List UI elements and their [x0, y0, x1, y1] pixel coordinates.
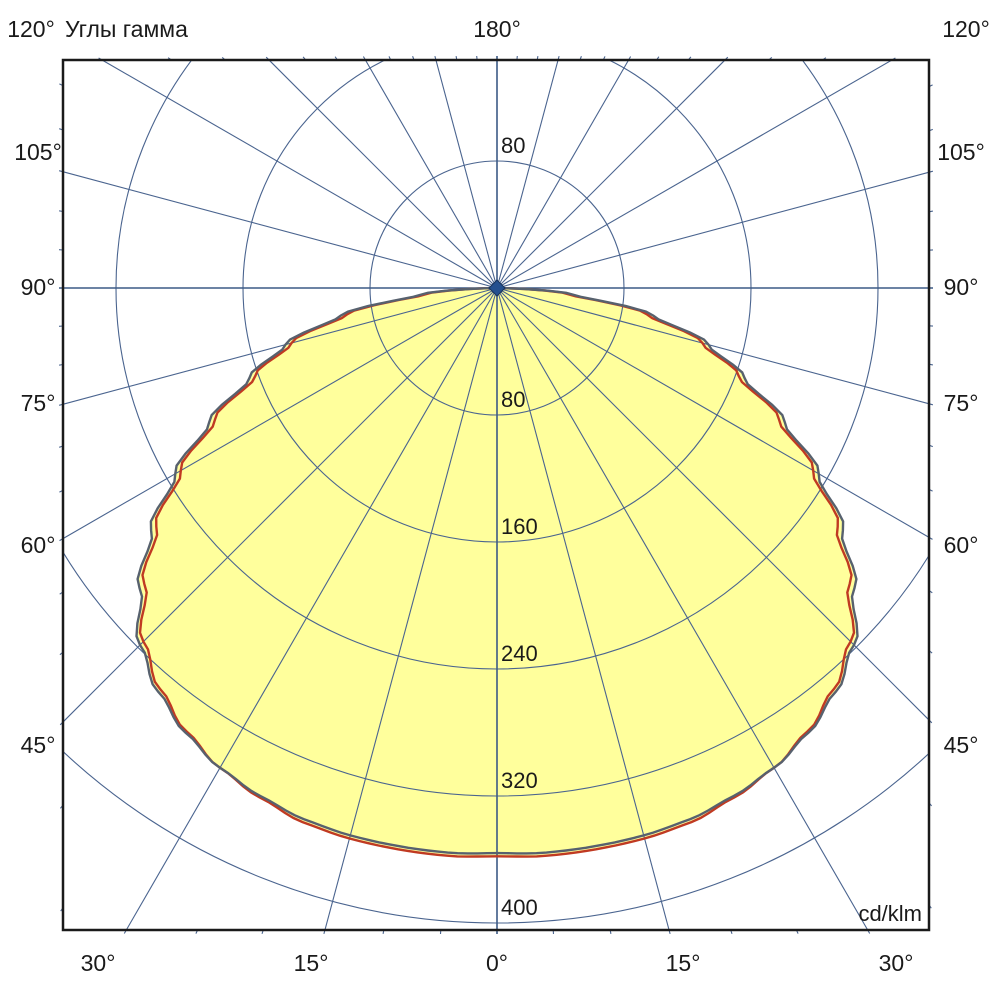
angle-label-right-90: 90° [944, 274, 979, 300]
chart-title: Углы гамма [65, 16, 188, 42]
ring-label-80: 80 [501, 387, 525, 412]
angle-label-left-45: 45° [21, 732, 56, 758]
ring-label-160: 160 [501, 514, 538, 539]
radial-grid-line [323, 287, 498, 935]
radial-grid-line [496, 287, 671, 935]
ring-label-320: 320 [501, 768, 538, 793]
curve-c0-c180 [138, 286, 856, 858]
radial-grid-line [496, 287, 934, 406]
polar-grid-layer [58, 55, 934, 935]
intensity-curve-layer [135, 286, 859, 858]
radial-grid-line [496, 287, 933, 540]
angle-label-top-right: 120° [942, 16, 990, 42]
radial-grid-line [496, 55, 560, 289]
radial-grid-line [123, 287, 498, 934]
angle-label-left-75: 75° [21, 390, 56, 416]
angle-label-left-105: 105° [14, 139, 62, 165]
curve-c90-c270 [135, 286, 859, 855]
radial-grid-line [496, 57, 896, 289]
radial-grid-line [265, 56, 498, 289]
angle-label-left-90: 90° [21, 274, 56, 300]
radial-grid-line [496, 56, 729, 289]
unit-label: cd/klm [858, 901, 922, 926]
angle-label-bottom-15r: 15° [666, 950, 701, 976]
angle-label-left-60: 60° [21, 532, 56, 558]
radial-grid-line [59, 287, 498, 542]
angle-label-top-left: 120° [7, 16, 55, 42]
radial-grid-line [98, 57, 498, 289]
radial-grid-line [434, 55, 498, 289]
ring-label-240: 240 [501, 641, 538, 666]
radial-grid-line [59, 287, 498, 726]
plot-frame [61, 58, 931, 932]
radial-grid-line [496, 56, 632, 289]
ring-label-80-upper: 80 [501, 133, 525, 158]
radial-grid-line [496, 287, 871, 934]
radial-grid-line [58, 170, 498, 289]
angle-label-bottom-15l: 15° [294, 950, 329, 976]
angle-label-bottom-30r: 30° [879, 950, 914, 976]
angle-label-right-45: 45° [944, 732, 979, 758]
angle-label-right-105: 105° [937, 139, 985, 165]
radial-grid-line [496, 287, 933, 724]
angle-label-right-75: 75° [944, 390, 979, 416]
center-dot [488, 279, 506, 297]
angle-label-bottom-0: 0° [486, 950, 508, 976]
radial-grid-line [496, 170, 934, 289]
radial-grid-line [362, 56, 498, 289]
angle-label-bottom-30l: 30° [81, 950, 116, 976]
center-dot-glyph [488, 279, 506, 297]
radial-grid-line [58, 287, 498, 406]
angle-label-right-60: 60° [944, 532, 979, 558]
ring-label-400: 400 [501, 895, 538, 920]
angle-label-top: 180° [473, 16, 521, 42]
